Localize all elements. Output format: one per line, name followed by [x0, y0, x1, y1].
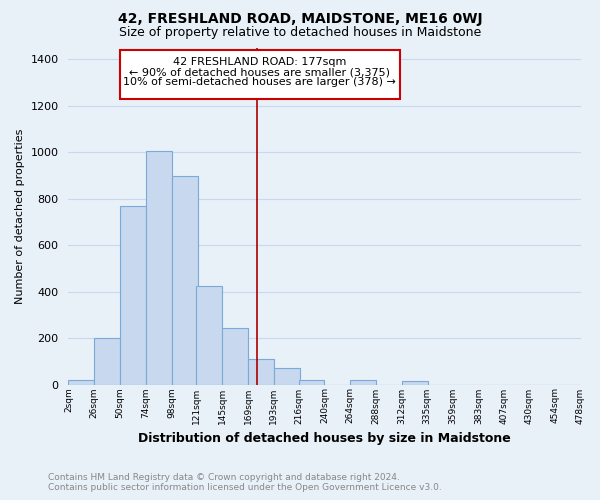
Bar	[120, 206, 146, 384]
Text: 10% of semi-detached houses are larger (378) →: 10% of semi-detached houses are larger (…	[124, 76, 397, 86]
Text: 42, FRESHLAND ROAD, MAIDSTONE, ME16 0WJ: 42, FRESHLAND ROAD, MAIDSTONE, ME16 0WJ	[118, 12, 482, 26]
Y-axis label: Number of detached properties: Number of detached properties	[15, 128, 25, 304]
FancyBboxPatch shape	[120, 50, 400, 98]
Text: Size of property relative to detached houses in Maidstone: Size of property relative to detached ho…	[119, 26, 481, 39]
Bar	[196, 286, 222, 384]
Bar	[274, 368, 300, 384]
Bar	[402, 381, 428, 384]
Bar	[248, 359, 274, 384]
Bar	[222, 328, 248, 384]
Text: 42 FRESHLAND ROAD: 177sqm: 42 FRESHLAND ROAD: 177sqm	[173, 57, 347, 67]
Bar	[299, 380, 325, 384]
Bar	[68, 380, 94, 384]
Bar	[350, 380, 376, 384]
X-axis label: Distribution of detached houses by size in Maidstone: Distribution of detached houses by size …	[138, 432, 511, 445]
Text: Contains HM Land Registry data © Crown copyright and database right 2024.
Contai: Contains HM Land Registry data © Crown c…	[48, 473, 442, 492]
Text: ← 90% of detached houses are smaller (3,375): ← 90% of detached houses are smaller (3,…	[130, 68, 391, 78]
Bar	[172, 176, 197, 384]
Bar	[94, 338, 120, 384]
Bar	[146, 151, 172, 384]
